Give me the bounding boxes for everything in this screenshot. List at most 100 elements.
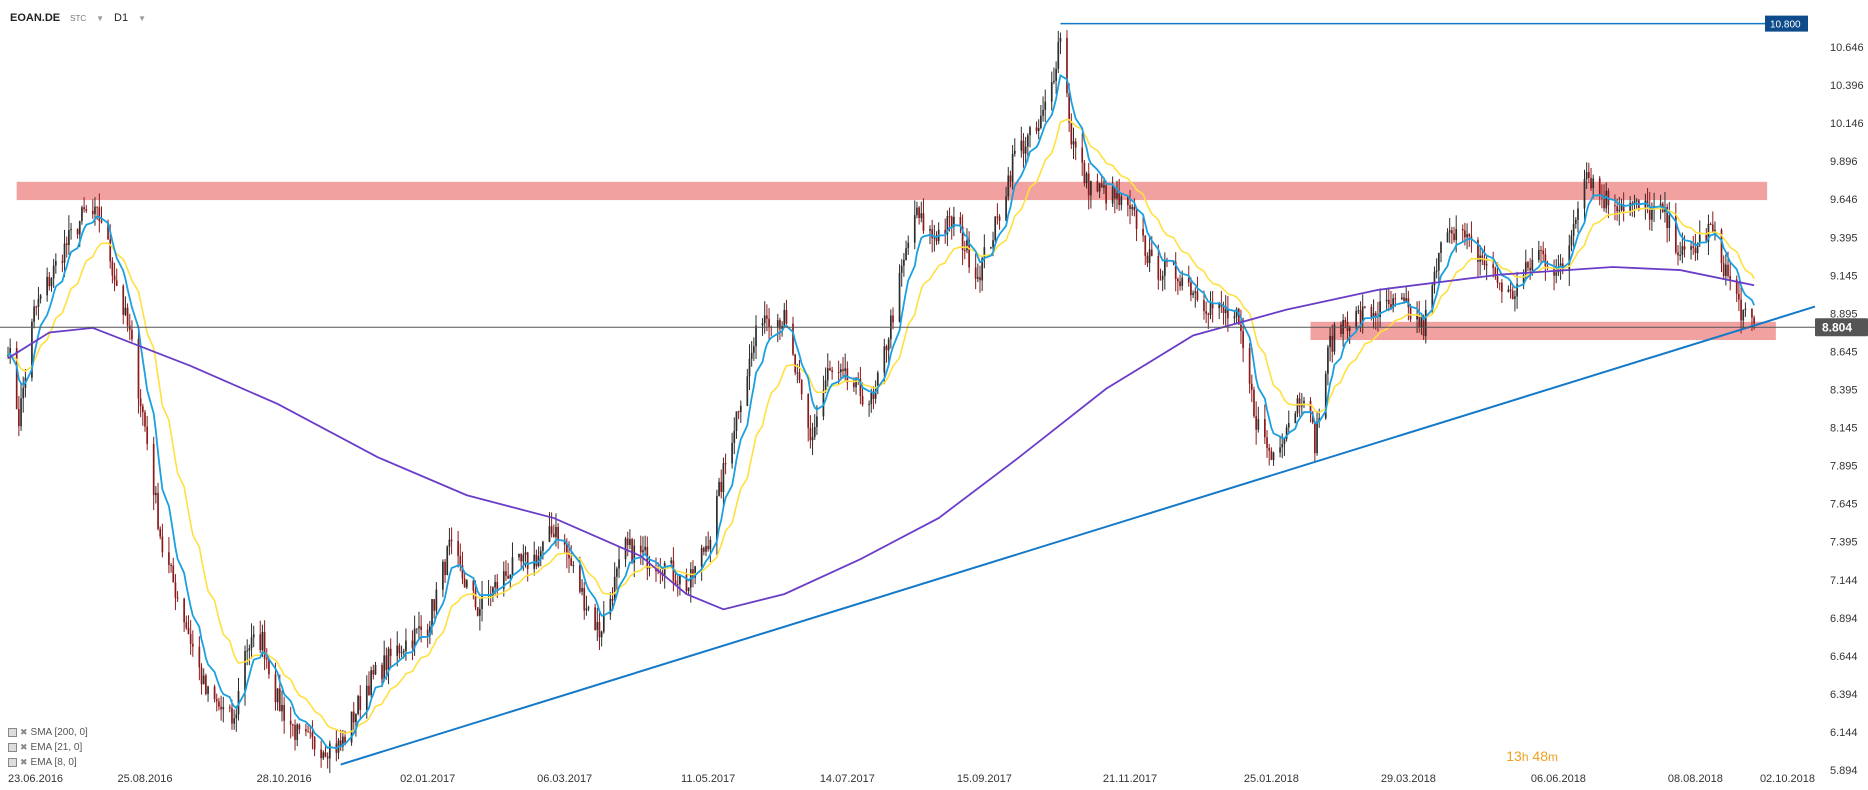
candle-body [1044,101,1047,110]
candle-body [111,261,114,276]
candle-body [587,607,590,609]
candle-body [1529,267,1531,271]
candle-body [1418,315,1421,328]
candle-body [1359,310,1362,322]
candle-body [400,652,403,654]
candle-body [1179,281,1181,287]
candle-body [372,670,375,675]
candle-body [479,608,481,616]
candle-body [883,346,886,373]
candle-body [1272,452,1275,460]
candle-body [1464,230,1466,238]
candle-body [183,598,185,623]
candle-body [1629,202,1632,212]
indicator-settings-icon[interactable] [8,743,17,752]
candle-body [929,229,931,231]
interval-label[interactable]: D1 [114,12,129,24]
candles-layer [7,30,1755,774]
indicator-label: SMA [200, 0] [30,727,88,738]
y-axis: 10.646 10.396 10.146 9.896 9.646 9.395 9.145 8.… [1830,42,1864,777]
candle-body [992,240,994,248]
candle-body [1694,248,1697,254]
candle-body [1633,200,1636,205]
x-tick-label: 28.10.2016 [257,773,312,785]
candle-body [548,526,551,542]
indicator-settings-icon[interactable] [8,728,17,737]
candle-body [157,492,159,529]
candle-body [244,651,246,691]
candle-body [905,248,907,260]
candle-body [1090,181,1092,196]
candle-body [868,403,870,405]
candle-body [935,237,938,242]
candle-body [783,309,786,326]
candle-body [1696,243,1699,254]
candle-body [1598,178,1601,195]
top-level-badge [1765,15,1808,32]
candle-body [328,743,331,759]
candle-body [1659,203,1662,206]
candle-body [365,685,368,710]
candle-body [1242,331,1244,349]
indicator-settings-icon[interactable] [8,758,17,767]
candle-body [1744,308,1747,310]
candle-body [674,580,677,585]
candle-body [568,553,570,559]
candle-body [824,380,827,391]
y-tick-label: 10.146 [1830,118,1864,130]
chevron-down-icon[interactable]: ▼ [138,13,147,23]
candle-body [892,315,894,323]
symbol-label[interactable]: EOAN.DE [10,12,61,24]
chevron-down-icon[interactable]: ▼ [96,13,105,23]
y-tick-label: 9.896 [1830,156,1858,168]
candle-body [796,372,799,374]
candle-body [887,339,890,351]
candle-body [565,544,568,554]
candle-body [387,648,390,671]
candle-body [1374,313,1377,317]
candle-body [413,628,416,648]
candle-body [18,409,20,427]
candle-body [616,568,618,577]
candle-body [1622,204,1625,212]
candle-body [1405,298,1408,301]
x-tick-label: 06.03.2017 [537,773,592,785]
candle-body [1314,422,1316,454]
indicator-ema21[interactable]: ✖ EMA [21, 0] [8,742,82,753]
close-icon[interactable]: ✖ [20,727,28,737]
candle-body [1440,242,1442,253]
candle-body [1583,179,1586,209]
y-tick-label: 7.144 [1830,575,1858,587]
indicator-ema8[interactable]: ✖ EMA [8, 0] [8,757,77,768]
close-icon[interactable]: ✖ [20,742,28,752]
candle-body [1329,335,1331,348]
candle-body [1709,223,1712,225]
candle-body [1118,192,1121,205]
candle-body [1070,122,1073,145]
candle-body [600,631,603,638]
candle-body [1751,308,1753,318]
y-tick-label: 7.645 [1830,499,1858,511]
candle-body [853,382,855,388]
top-level-value: 10.800 [1770,20,1801,31]
candle-body [1461,229,1464,231]
candle-body [552,533,555,538]
candle-body [692,569,694,578]
candle-body [724,463,727,465]
indicator-sma200[interactable]: ✖ SMA [200, 0] [8,727,88,738]
candle-body [1690,246,1692,250]
candle-body [405,640,407,651]
candle-body [1720,229,1723,264]
candle-body [159,528,162,537]
candle-body [220,706,222,710]
candle-body [115,280,118,286]
candle-body [305,729,307,732]
candle-body [1157,255,1160,280]
candle-body [170,565,172,567]
y-tick-label: 6.894 [1830,613,1858,625]
candle-body [946,216,949,235]
candle-body [1294,413,1297,423]
candle-body [1083,162,1086,184]
close-icon[interactable]: ✖ [20,757,28,767]
